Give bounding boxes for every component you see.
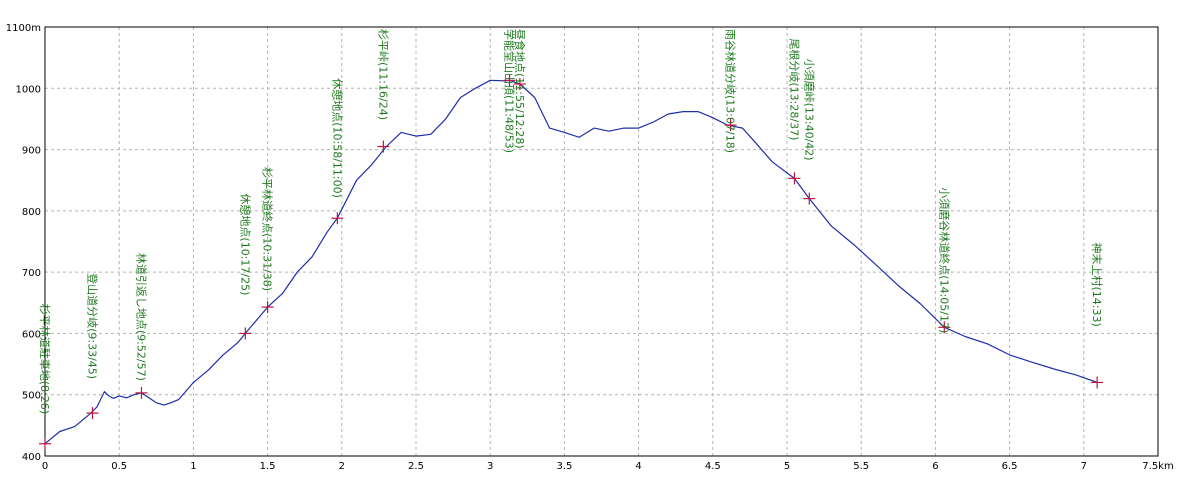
waypoint-label: 休憩地点(10:58/11:00) bbox=[330, 78, 344, 198]
tick-labels: 0 0.5 1 1.5 2 2.5 3 3.5 4 4.5 5 5.5 6 6.5 7 7.5km 400 500… bbox=[6, 23, 1174, 472]
waypoint-label: 杉平林道駐車地(8:26) bbox=[38, 304, 52, 414]
waypoint-marker bbox=[377, 140, 390, 153]
waypoint-marker bbox=[135, 386, 148, 399]
x-tick-label: 0.5 bbox=[111, 461, 127, 472]
x-tick-label: 4.5 bbox=[705, 461, 721, 472]
waypoint-label: 雨谷林道分岐(13:07/18) bbox=[724, 29, 738, 153]
waypoint-label: 昼食地点(11:55/12:28) bbox=[513, 29, 527, 149]
x-tick-label: 4 bbox=[635, 461, 641, 472]
x-tick-label: 0 bbox=[42, 461, 48, 472]
x-tick-label: 6 bbox=[932, 461, 938, 472]
elevation-line bbox=[44, 79, 1098, 445]
y-tick-label: 1000 bbox=[16, 84, 41, 95]
waypoint-marker bbox=[938, 321, 951, 334]
y-tick-label: 700 bbox=[22, 268, 41, 279]
x-tick-label: 3 bbox=[487, 461, 493, 472]
x-tick-label: 5 bbox=[784, 461, 790, 472]
waypoint-label: 尾根分岐(13:28/37) bbox=[787, 38, 801, 140]
waypoint-label: 杉平林道終点(10:31/38) bbox=[261, 167, 275, 291]
waypoint-label: 林道引返し地点(9:52/57) bbox=[134, 253, 148, 381]
waypoint-marker bbox=[239, 327, 252, 340]
plot-frame bbox=[44, 26, 1159, 457]
y-tick-label: 600 bbox=[22, 329, 41, 340]
waypoint-label: 神末上村(14:33) bbox=[1090, 242, 1104, 326]
waypoint-label: 杉平峠(11:16/24) bbox=[376, 29, 390, 120]
y-tick-label: 1100m bbox=[6, 23, 41, 34]
waypoint-marker bbox=[1091, 376, 1104, 389]
y-tick-label: 900 bbox=[22, 146, 41, 157]
waypoint-marker bbox=[724, 119, 737, 132]
y-tick-label: 400 bbox=[22, 452, 41, 463]
x-tick-label: 3.5 bbox=[556, 461, 572, 472]
waypoint-marker bbox=[39, 437, 51, 450]
waypoint-marker bbox=[513, 77, 526, 90]
x-tick-label: 5.5 bbox=[853, 461, 869, 472]
x-tick-label: 1 bbox=[190, 461, 196, 472]
x-tick-label: 7.5km bbox=[1142, 461, 1173, 472]
waypoint-label: 学能堂山山頂(11:48/53) bbox=[502, 29, 516, 153]
y-tick-label: 500 bbox=[22, 391, 41, 402]
x-tick-label: 2 bbox=[339, 461, 345, 472]
waypoint-label: 登山道分岐(9:33/45) bbox=[85, 273, 99, 379]
y-tick-label: 800 bbox=[22, 207, 41, 218]
waypoint-marker bbox=[86, 407, 99, 420]
axes bbox=[44, 26, 1159, 457]
waypoint-label: 小須磨峠(13:40/42) bbox=[802, 59, 816, 161]
waypoint-marker bbox=[331, 212, 344, 225]
waypoint-markers bbox=[39, 74, 1104, 450]
waypoint-marker bbox=[503, 74, 516, 87]
x-tick-label: 7 bbox=[1081, 461, 1087, 472]
waypoint-label: 小須磨谷林道終点(14:05/17) bbox=[937, 187, 951, 333]
x-tick-label: 6.5 bbox=[1002, 461, 1018, 472]
waypoint-marker bbox=[788, 172, 801, 185]
waypoint-marker bbox=[803, 192, 816, 205]
waypoint-labels: 杉平林道駐車地(8:26) 登山道分岐(9:33/45) 林道引返し地点(9:52/… bbox=[38, 29, 1104, 414]
profile-series bbox=[44, 79, 1098, 445]
x-tick-label: 1.5 bbox=[260, 461, 276, 472]
x-tick-label: 2.5 bbox=[408, 461, 424, 472]
waypoint-label: 休憩地点(10:17/25) bbox=[238, 193, 252, 295]
waypoint-marker bbox=[261, 301, 274, 314]
